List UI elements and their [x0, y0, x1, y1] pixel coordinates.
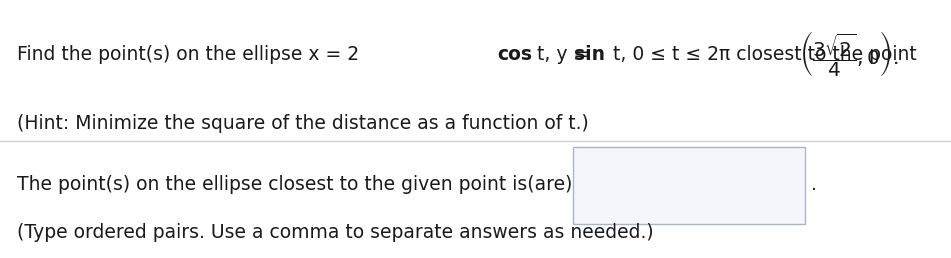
Text: $\left(\dfrac{3\sqrt{2}}{4},0\right).$: $\left(\dfrac{3\sqrt{2}}{4},0\right).$	[799, 29, 899, 79]
Text: (Hint: Minimize the square of the distance as a function of t.): (Hint: Minimize the square of the distan…	[17, 114, 589, 133]
Text: The point(s) on the ellipse closest to the given point is(are): The point(s) on the ellipse closest to t…	[17, 175, 573, 194]
Text: Find the point(s) on the ellipse x = 2: Find the point(s) on the ellipse x = 2	[17, 45, 365, 64]
Text: t, 0 ≤ t ≤ 2π closest to the point: t, 0 ≤ t ≤ 2π closest to the point	[607, 45, 917, 64]
FancyBboxPatch shape	[573, 147, 805, 224]
Text: t, y =: t, y =	[531, 45, 595, 64]
Text: (Type ordered pairs. Use a comma to separate answers as needed.): (Type ordered pairs. Use a comma to sepa…	[17, 223, 653, 242]
Text: .: .	[811, 175, 817, 194]
Text: sin: sin	[574, 45, 606, 64]
Text: cos: cos	[497, 45, 533, 64]
